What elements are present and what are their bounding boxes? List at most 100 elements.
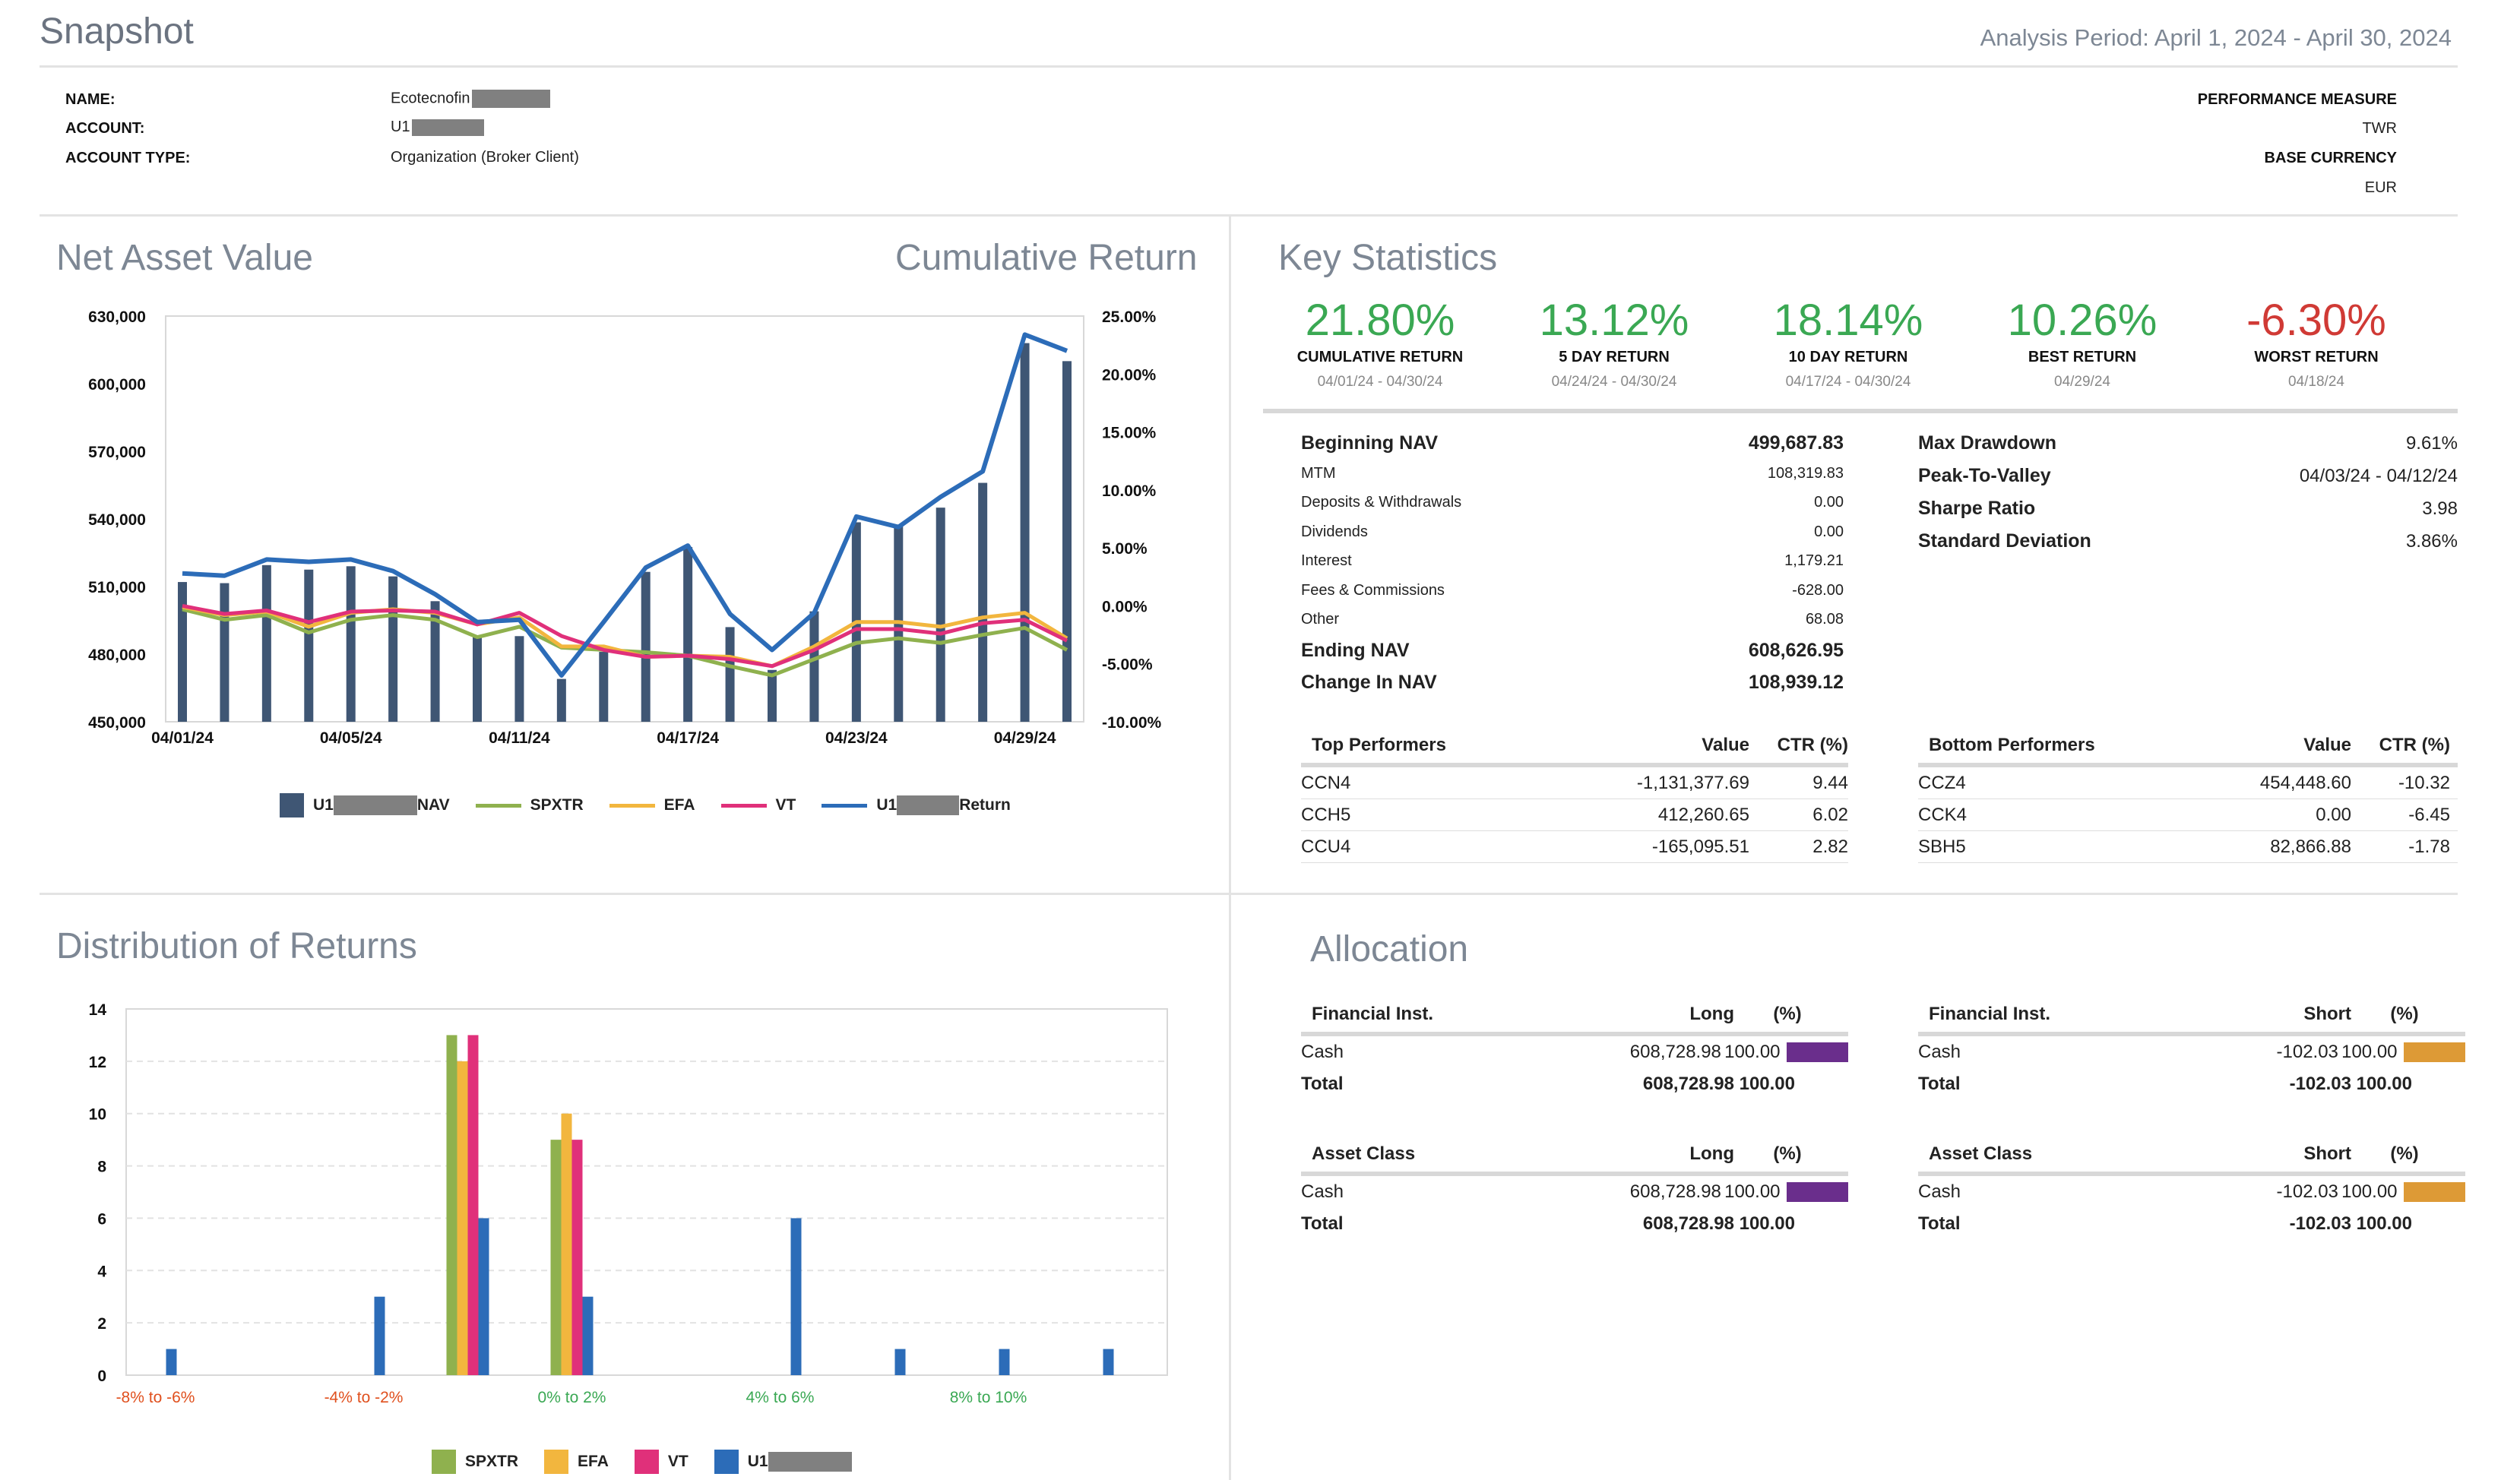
table-cell: 0.00 [2316, 804, 2351, 825]
table-total-row: Total 608,728.98 100.00 [1301, 1068, 1848, 1100]
y-tick-label: 12 [89, 1054, 106, 1071]
dist-bar-efa [561, 1113, 572, 1375]
table-row: Cash 608,728.98 100.00 [1301, 1176, 1848, 1208]
nav-row-value: 1,179.21 [1784, 552, 1844, 570]
table-row: CCN4 -1,131,377.69 9.44 [1301, 767, 1848, 799]
redacted-block [471, 90, 550, 108]
table-cell: 100.00 [1739, 1074, 1795, 1094]
y-tick-label: 630,000 [88, 308, 146, 326]
x-tick-label: 04/01/24 [151, 729, 214, 747]
table-header: Asset Class Short (%) [1918, 1137, 2465, 1172]
table-cell: 608,728.98 [1642, 1213, 1734, 1234]
dist-bar-u1 [1103, 1349, 1114, 1375]
name-value: Ecotecnofin [391, 90, 550, 108]
nav-row-value: 108,939.12 [1748, 671, 1844, 693]
table-row: CCK4 0.00 -6.45 [1918, 799, 2458, 831]
table-cell: -102.03 [2276, 1181, 2338, 1202]
nav-bar [430, 601, 440, 722]
stat-label: 5 DAY RETURN [1559, 349, 1670, 365]
column-header: (%) [1773, 1143, 1802, 1164]
risk-row: Sharpe Ratio 3.98 [1918, 492, 2458, 525]
column-header: Long [1689, 1004, 1734, 1024]
nav-row: Dividends 0.00 [1301, 517, 1844, 547]
dist-bar-u1 [166, 1349, 177, 1375]
legend-item-vt[interactable]: VT [720, 796, 796, 814]
table-header: Top Performers Value CTR (%) [1301, 728, 1848, 763]
table-cell: -102.03 [2276, 1042, 2338, 1062]
nav-bar [261, 564, 271, 722]
legend-item-efa[interactable]: EFA [609, 796, 695, 814]
table-cell: 608,728.98 [1642, 1074, 1734, 1094]
table-header: Financial Inst. Long (%) [1301, 997, 1848, 1032]
y2-tick-label: 5.00% [1102, 540, 1148, 558]
nav-row-value: 499,687.83 [1748, 432, 1844, 454]
x-tick-label: 04/17/24 [657, 729, 719, 747]
column-header: Long [1689, 1143, 1734, 1164]
allocation-title: Allocation [1310, 929, 1469, 969]
table-total-row: Total 608,728.98 100.00 [1301, 1208, 1848, 1240]
nav-row-value: 608,626.95 [1748, 639, 1844, 661]
table-cell: 100.00 [2341, 1181, 2398, 1202]
section-divider [40, 214, 2458, 217]
nav-breakdown: Beginning NAV 499,687.83 MTM 108,319.83 Depo… [1301, 427, 1844, 698]
dist-bar-spxtr [550, 1140, 562, 1375]
table-cell: 6.02 [1812, 804, 1848, 825]
table-cell: -6.45 [2408, 804, 2450, 825]
y2-tick-label: 20.00% [1102, 366, 1157, 384]
column-header: (%) [2390, 1004, 2419, 1024]
y2-tick-label: 10.00% [1102, 482, 1157, 500]
base-currency-label: BASE CURRENCY [2264, 150, 2397, 166]
legend-item-vt[interactable]: VT [634, 1450, 689, 1474]
allocation-bar [1786, 1182, 1848, 1202]
column-header: CTR (%) [1777, 735, 1848, 755]
stat-date: 04/01/24 - 04/30/24 [1317, 374, 1443, 390]
legend-item-account[interactable]: U1 [714, 1450, 852, 1474]
legend-item-nav[interactable]: U1 NAV [280, 793, 450, 817]
legend-item-spxtr[interactable]: SPXTR [432, 1450, 518, 1474]
allocation-short-financial-table: Financial Inst. Short (%) Cash -102.03 100.00… [1918, 997, 2465, 1100]
y-tick-label: 14 [89, 1001, 107, 1019]
dist-bar-spxtr [446, 1035, 457, 1375]
nav-row: Change In NAV 108,939.12 [1301, 666, 1844, 698]
risk-row-value: 3.98 [2422, 498, 2458, 519]
nav-row-value: -628.00 [1792, 581, 1844, 599]
y-tick-label: 540,000 [88, 511, 146, 529]
column-header: Value [2303, 735, 2351, 755]
dist-bar-efa [457, 1061, 468, 1375]
account-type-value: Organization (Broker Client) [391, 149, 579, 166]
legend-item-efa[interactable]: EFA [544, 1450, 609, 1474]
stat-value: 18.14% [1773, 296, 1923, 345]
nav-row: Other 68.08 [1301, 606, 1844, 635]
plot-area [165, 315, 1084, 723]
risk-row: Max Drawdown 9.61% [1918, 427, 2458, 460]
stat-value: 13.12% [1539, 296, 1689, 345]
table-cell: 608,728.98 [1629, 1042, 1721, 1062]
table-header: Financial Inst. Short (%) [1918, 997, 2465, 1032]
table-cell: Total [1918, 1074, 1961, 1094]
nav-bar [388, 576, 398, 722]
section-divider [1231, 893, 2458, 895]
table-total-row: Total -102.03 100.00 [1918, 1208, 2465, 1240]
nav-bar [556, 678, 566, 722]
table-cell: 100.00 [2356, 1213, 2412, 1234]
performance-measure-value: TWR [2362, 120, 2397, 137]
y2-tick-label: 15.00% [1102, 425, 1157, 442]
key-statistics-title: Key Statistics [1278, 238, 1498, 278]
stats-divider [1263, 409, 2458, 413]
legend-item-return[interactable]: U1 Return [822, 795, 1011, 815]
table-cell: -102.03 [2289, 1074, 2351, 1094]
nav-row-label: Change In NAV [1301, 671, 1437, 693]
legend-item-spxtr[interactable]: SPXTR [475, 796, 584, 814]
top-performers-table: Top Performers Value CTR (%) CCN4 -1,131,377… [1301, 728, 1848, 863]
stat-value: 10.26% [2007, 296, 2158, 345]
legend-swatch [475, 803, 521, 808]
table-cell: Total [1301, 1074, 1344, 1094]
x-tick-label: 4% to 6% [746, 1389, 815, 1406]
risk-row-label: Standard Deviation [1918, 530, 2091, 552]
dist-bar-u1 [894, 1349, 906, 1375]
nav-row-label: Fees & Commissions [1301, 581, 1445, 599]
table-row: Cash 608,728.98 100.00 [1301, 1036, 1848, 1068]
allocation-long-financial-table: Financial Inst. Long (%) Cash 608,728.98 100.… [1301, 997, 1848, 1100]
table-cell: -165,095.51 [1651, 836, 1749, 857]
page-title: Snapshot [40, 11, 194, 52]
